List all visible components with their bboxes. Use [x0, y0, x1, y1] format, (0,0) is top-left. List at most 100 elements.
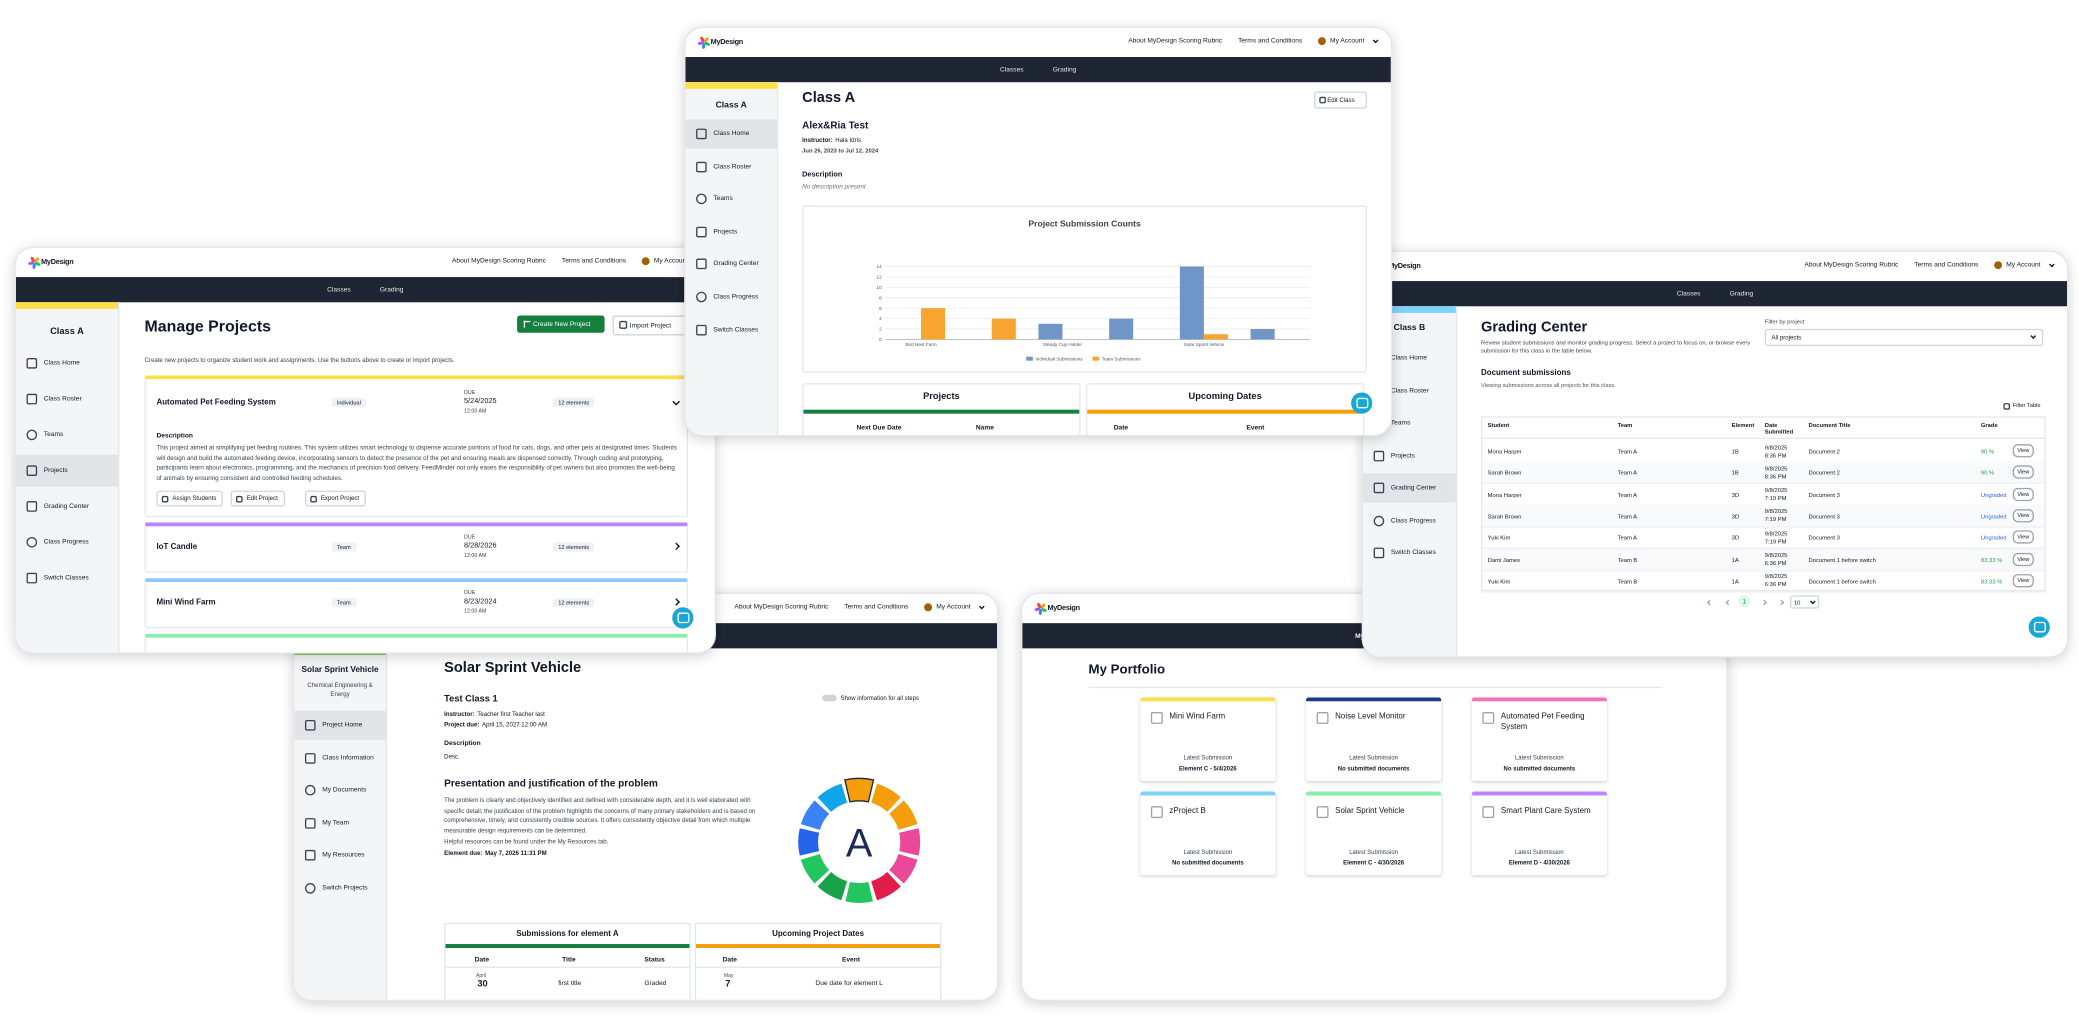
sidebar-item[interactable]: Projects: [15, 454, 119, 487]
nav-link[interactable]: Terms and Conditions: [844, 603, 909, 612]
account-menu[interactable]: My Account: [641, 257, 703, 266]
chat-button[interactable]: [2028, 616, 2050, 638]
sidebar-item[interactable]: My Team: [294, 809, 385, 838]
view-button[interactable]: View: [2012, 465, 2034, 480]
sidebar-item[interactable]: Grading Center: [1363, 473, 1456, 503]
icon: [2003, 402, 2011, 410]
sidebar-label: Class Roster: [713, 162, 752, 171]
sidebar-item[interactable]: Switch Classes: [1363, 539, 1456, 568]
edit-class-button[interactable]: Edit Class: [1313, 91, 1367, 109]
column-header[interactable]: Date Submitted: [1764, 421, 1794, 435]
portfolio-card[interactable]: Automated Pet Feeding System Latest Submi…: [1471, 697, 1607, 781]
sidebar-item[interactable]: Grading Center: [685, 250, 776, 279]
nav-tab[interactable]: Classes: [999, 65, 1024, 74]
project-card[interactable]: Automated Pet Feeding System Individual DU…: [144, 375, 689, 518]
nav-tab[interactable]: Grading: [379, 285, 404, 294]
sidebar-item[interactable]: Class Home: [16, 347, 118, 379]
view-button[interactable]: View: [2012, 530, 2034, 544]
nav-link[interactable]: About MyDesign Scoring Rubric: [734, 603, 829, 612]
sidebar-item[interactable]: Class Home: [685, 119, 777, 149]
view-button[interactable]: View: [2012, 487, 2034, 501]
page-button[interactable]: 1: [1738, 595, 1751, 608]
sidebar-item[interactable]: Switch Projects: [294, 874, 385, 903]
account-menu[interactable]: My Account: [1994, 261, 2055, 270]
sidebar-item[interactable]: Class Information: [294, 744, 385, 773]
portfolio-card[interactable]: zProject B Latest Submission No submitted …: [1140, 791, 1276, 876]
icon: [696, 128, 707, 140]
nav-tab[interactable]: Classes: [327, 285, 351, 294]
card-title: Mini Wind Farm: [1169, 713, 1226, 722]
button-label: Create New Project: [533, 320, 591, 329]
bar: [921, 308, 946, 340]
date: 9/8/2025: [1764, 529, 1788, 537]
plus-icon: [523, 320, 531, 328]
sidebar-item[interactable]: My Resources: [294, 841, 385, 870]
column-header[interactable]: Grade: [1980, 421, 1998, 429]
project-card[interactable]: Mini Wind Farm Team DUE 8/23/2024 12:00 AM 12…: [144, 578, 689, 629]
toggle[interactable]: Show information for all steps: [822, 694, 919, 702]
chat-button[interactable]: [1351, 392, 1373, 414]
sidebar-item[interactable]: Grading Center: [16, 491, 118, 523]
project-filter[interactable]: All projects: [1764, 328, 2044, 347]
nav-tab[interactable]: Grading: [1052, 65, 1077, 74]
account-menu[interactable]: My Account: [1318, 36, 1379, 46]
view-button[interactable]: View: [2012, 508, 2034, 523]
icon: [1316, 712, 1329, 724]
element-letter: A: [846, 822, 873, 866]
chart-title: Project Submission Counts: [1028, 219, 1141, 229]
page-size-select[interactable]: 10: [1789, 595, 1820, 609]
project-card[interactable]: IoT Candle Team DUE 8/28/2026 12:00 AM 12 ele…: [144, 522, 689, 573]
sidebar-item[interactable]: Class Roster: [685, 152, 776, 181]
time: 7:19 PM: [1764, 494, 1787, 502]
nav-tab[interactable]: Classes: [1676, 289, 1701, 298]
sidebar: Class B Class Home Class Roster Teams Projec…: [1363, 306, 1458, 657]
view-button[interactable]: View: [2012, 444, 2034, 458]
nav-link[interactable]: About MyDesign Scoring Rubric: [1804, 261, 1899, 270]
nav-link[interactable]: Terms and Conditions: [1914, 261, 1979, 270]
portfolio-card[interactable]: Mini Wind Farm Latest Submission Element C…: [1140, 697, 1276, 781]
sidebar-item[interactable]: Class Progress: [685, 283, 776, 312]
column-header[interactable]: Element: [1731, 421, 1755, 429]
nav-link[interactable]: About MyDesign Scoring Rubric: [452, 257, 546, 266]
chat-button[interactable]: [672, 607, 694, 629]
nav-link[interactable]: About MyDesign Scoring Rubric: [1128, 37, 1223, 46]
sidebar-item[interactable]: My Documents: [294, 776, 385, 805]
column-header[interactable]: Student: [1487, 421, 1510, 429]
time: 8:36 PM: [1764, 451, 1787, 459]
chevron: [2049, 261, 2055, 267]
filter-table-button[interactable]: Filter Table: [2003, 402, 2041, 410]
project-type: Team: [331, 597, 357, 608]
create-project-button[interactable]: Create New Project: [517, 315, 605, 333]
project-action-button[interactable]: Assign Students: [156, 490, 224, 507]
sidebar-item[interactable]: Teams: [685, 185, 776, 214]
column-header[interactable]: Document Title: [1808, 421, 1851, 429]
account-label: My Account: [653, 257, 689, 266]
sidebar-item[interactable]: Teams: [16, 419, 118, 451]
due-value: April 15, 2027 12:00 AM: [482, 721, 548, 728]
nav-link[interactable]: Terms and Conditions: [561, 257, 627, 266]
latest-status: Element C - 4/30/2026: [1343, 859, 1405, 866]
view-button[interactable]: View: [2012, 552, 2034, 566]
filter-label: Filter by project: [1764, 318, 1805, 325]
sidebar-item[interactable]: Projects: [1363, 441, 1456, 470]
sidebar-item[interactable]: Switch Classes: [16, 562, 118, 594]
portfolio-card[interactable]: Solar Sprint Vehicle Latest Submission Ele…: [1306, 791, 1442, 876]
import-project-button[interactable]: Import Project: [612, 315, 687, 336]
portfolio-card[interactable]: Smart Plant Care System Latest Submission…: [1471, 791, 1607, 876]
grade: 83.33 %: [1980, 577, 2003, 585]
sidebar-item[interactable]: Projects: [685, 217, 776, 246]
sidebar-item[interactable]: Project Home: [294, 710, 386, 740]
column-header[interactable]: Team: [1617, 421, 1633, 429]
account-menu[interactable]: My Account: [924, 603, 985, 612]
nav-link[interactable]: Terms and Conditions: [1238, 37, 1303, 46]
project-action-button[interactable]: Edit Project: [230, 490, 285, 507]
sidebar-item[interactable]: Class Progress: [16, 526, 118, 558]
sidebar-item[interactable]: Class Progress: [1363, 506, 1456, 535]
view-button[interactable]: View: [2012, 573, 2034, 588]
sidebar-item[interactable]: Class Roster: [16, 383, 118, 415]
portfolio-card[interactable]: Noise Level Monitor Latest Submission No s…: [1306, 697, 1442, 781]
project-action-button[interactable]: Export Project: [304, 490, 366, 507]
sidebar-item[interactable]: Switch Classes: [685, 315, 776, 344]
nav-tab[interactable]: Grading: [1729, 289, 1754, 298]
icon: [26, 429, 38, 441]
